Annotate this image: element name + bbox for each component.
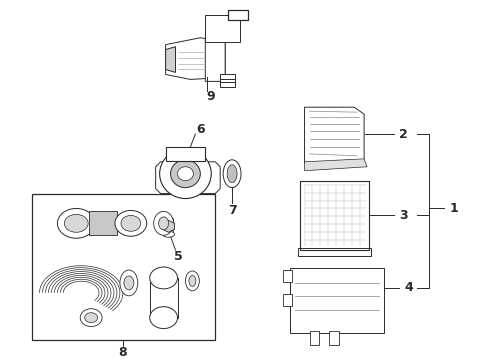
- Ellipse shape: [185, 271, 199, 291]
- Polygon shape: [164, 220, 173, 234]
- Polygon shape: [305, 107, 364, 167]
- Polygon shape: [166, 38, 225, 80]
- Ellipse shape: [57, 208, 95, 238]
- Ellipse shape: [164, 216, 173, 224]
- Bar: [150, 278, 177, 318]
- Ellipse shape: [150, 267, 177, 289]
- Ellipse shape: [150, 307, 177, 329]
- Ellipse shape: [121, 215, 141, 231]
- Text: 4: 4: [404, 282, 413, 294]
- Polygon shape: [205, 15, 240, 42]
- Ellipse shape: [163, 231, 174, 237]
- Ellipse shape: [160, 149, 211, 198]
- Ellipse shape: [80, 309, 102, 327]
- Polygon shape: [297, 248, 371, 256]
- Text: 8: 8: [119, 346, 127, 359]
- Bar: [31, 194, 215, 341]
- Text: 6: 6: [196, 122, 205, 136]
- Text: 7: 7: [228, 204, 237, 217]
- Ellipse shape: [64, 215, 88, 232]
- Polygon shape: [310, 330, 319, 346]
- Text: 3: 3: [399, 209, 408, 222]
- Polygon shape: [290, 268, 384, 333]
- Ellipse shape: [177, 167, 194, 181]
- Text: 9: 9: [206, 90, 215, 103]
- Polygon shape: [283, 270, 292, 282]
- Ellipse shape: [124, 276, 134, 290]
- Text: 1: 1: [449, 202, 458, 215]
- Ellipse shape: [189, 275, 196, 286]
- Polygon shape: [329, 330, 339, 346]
- Bar: [299, 181, 369, 250]
- Polygon shape: [220, 75, 235, 87]
- Bar: [89, 211, 117, 235]
- Polygon shape: [299, 181, 369, 250]
- Polygon shape: [205, 38, 225, 81]
- Ellipse shape: [159, 217, 169, 230]
- Polygon shape: [228, 10, 248, 20]
- Ellipse shape: [171, 160, 200, 188]
- Ellipse shape: [115, 211, 147, 236]
- Polygon shape: [283, 294, 292, 306]
- Text: 2: 2: [399, 127, 408, 140]
- Polygon shape: [166, 47, 175, 72]
- Polygon shape: [305, 159, 367, 171]
- Ellipse shape: [154, 211, 173, 235]
- Ellipse shape: [223, 160, 241, 188]
- Polygon shape: [156, 162, 220, 194]
- Ellipse shape: [227, 165, 237, 183]
- Text: 5: 5: [174, 249, 183, 262]
- Polygon shape: [166, 147, 205, 161]
- Polygon shape: [163, 220, 174, 232]
- Ellipse shape: [120, 270, 138, 296]
- Ellipse shape: [85, 313, 98, 323]
